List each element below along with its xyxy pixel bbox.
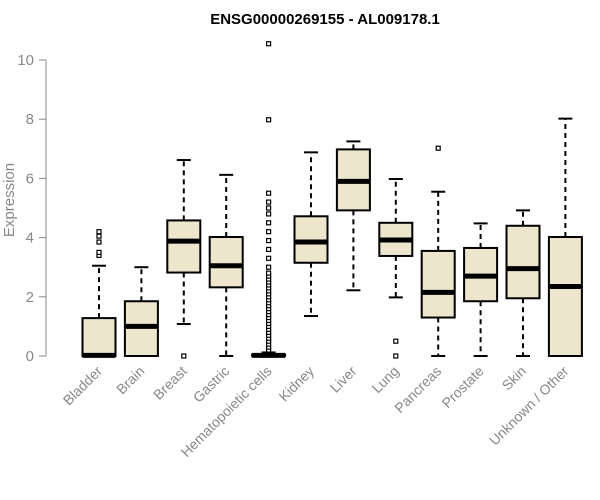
- outlier-point: [266, 199, 272, 205]
- outlier-point: [181, 353, 187, 359]
- box-iqr: [420, 249, 456, 319]
- outlier-point: [393, 353, 399, 359]
- outlier-point: [266, 41, 272, 47]
- x-tick-label-skin: Skin: [499, 363, 530, 394]
- box-prostate: [463, 222, 499, 357]
- boxes-group: [81, 41, 583, 359]
- y-tick-label-4: 4: [26, 230, 34, 247]
- box-pancreas: [420, 145, 456, 357]
- outlier-point: [96, 233, 102, 239]
- outlier-point: [266, 264, 272, 270]
- box-iqr: [208, 236, 244, 289]
- box-kidney: [293, 151, 329, 318]
- outlier-point: [266, 205, 272, 211]
- x-tick-label-prostate: Prostate: [439, 363, 487, 411]
- y-tick-label-10: 10: [17, 52, 34, 69]
- x-tick-label-bladder: Bladder: [60, 363, 106, 409]
- y-axis-label: Expression: [1, 163, 18, 237]
- outlier-point: [266, 246, 272, 253]
- box-iqr: [293, 215, 329, 264]
- box-breast: [166, 159, 202, 359]
- box-iqr: [505, 224, 541, 300]
- x-tick-label-unknown-other: Unknown / Other: [486, 363, 572, 449]
- outlier-point: [96, 239, 102, 245]
- box-lung: [378, 177, 414, 359]
- box-bladder: [81, 229, 117, 358]
- outlier-point: [266, 190, 272, 196]
- y-tick-label-6: 6: [26, 170, 34, 187]
- x-tick-label-kidney: Kidney: [276, 363, 318, 405]
- box-iqr: [547, 236, 583, 357]
- box-unknown-other: [547, 117, 583, 357]
- outlier-point: [96, 249, 102, 255]
- x-tick-label-brain: Brain: [113, 363, 147, 397]
- box-iqr: [81, 317, 117, 357]
- box-skin: [505, 209, 541, 357]
- outlier-point: [435, 145, 441, 151]
- y-tick-label-2: 2: [26, 289, 34, 306]
- outlier-point: [266, 211, 272, 217]
- box-gastric: [208, 173, 244, 357]
- outlier-point: [266, 229, 272, 235]
- box-liver: [335, 140, 371, 292]
- outlier-point: [96, 229, 102, 235]
- x-tick-label-breast: Breast: [150, 363, 190, 403]
- x-tick-label-lung: Lung: [369, 363, 402, 396]
- y-tick-label-0: 0: [26, 348, 34, 365]
- y-tick-label-8: 8: [26, 111, 34, 128]
- box-iqr: [166, 219, 202, 274]
- y-axis: 0 2 4 6 8 10: [17, 52, 47, 365]
- outlier-point: [266, 117, 272, 123]
- outlier-point: [266, 220, 272, 226]
- outlier-point: [266, 237, 272, 244]
- outlier-point: [266, 270, 272, 276]
- box-brain: [123, 266, 159, 357]
- box-hematopoietic-cells: [251, 41, 287, 358]
- outlier-point: [266, 255, 272, 261]
- outlier-point: [393, 338, 399, 344]
- x-tick-label-pancreas: Pancreas: [391, 363, 444, 416]
- x-tick-label-liver: Liver: [327, 363, 360, 396]
- chart-title: ENSG00000269155 - AL009178.1: [210, 11, 440, 28]
